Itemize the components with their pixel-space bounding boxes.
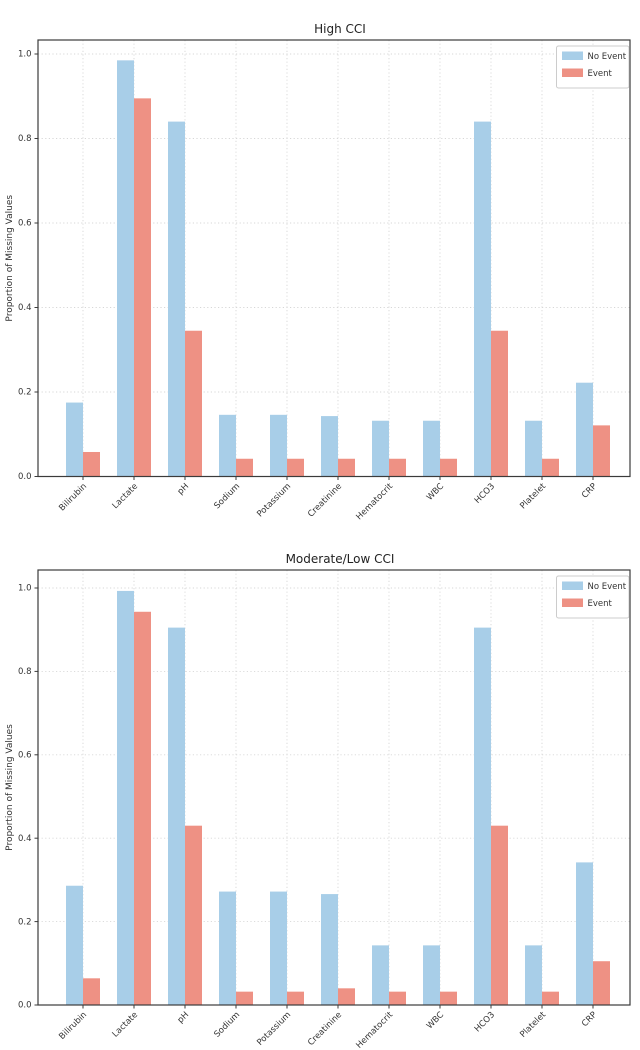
chart-title: High CCI (314, 22, 366, 36)
x-tick-label-sodium: Sodium (212, 482, 242, 512)
chart-high-cci: 0.0 0.2 0.4 0.6 0.8 1.0 Bilirubin Lactate pH Sodi… (5, 22, 631, 522)
bar-event-hematocrit (389, 991, 406, 1005)
y-tick-label: 0.4 (18, 834, 32, 844)
bar-no-event-potassium (270, 891, 287, 1005)
x-tick-label-hco3: HCO3 (473, 1010, 497, 1034)
bar-no-event-hematocrit (372, 420, 389, 477)
bar-no-event-lactate (117, 60, 134, 477)
bar-event-hco3 (491, 825, 508, 1005)
bar-event-ph (185, 825, 202, 1005)
bar-event-crp (593, 425, 610, 477)
bar-event-sodium (236, 458, 253, 477)
x-tick-label-sodium: Sodium (212, 1010, 242, 1040)
legend-label-no-event: No Event (588, 582, 627, 592)
y-tick-label: 0.4 (18, 303, 32, 313)
x-tick-label-wbc: WBC (425, 1010, 446, 1031)
bar-no-event-ph (168, 121, 185, 477)
bar-no-event-wbc (423, 420, 440, 477)
bar-event-wbc (440, 458, 457, 477)
legend-swatch-no-event (562, 51, 583, 60)
legend-swatch-event (562, 598, 583, 607)
y-tick-label: 0.6 (18, 219, 32, 229)
bar-event-ph (185, 330, 202, 477)
y-axis-label: Proportion of Missing Values (5, 195, 15, 322)
bar-no-event-potassium (270, 414, 287, 477)
bar-no-event-hematocrit (372, 945, 389, 1005)
bar-event-crp (593, 961, 610, 1005)
x-tick-label-hco3: HCO3 (473, 482, 497, 506)
bar-event-creatinine (338, 988, 355, 1005)
x-tick-label-bilirubin: Bilirubin (57, 1010, 89, 1042)
x-tick-label-lactate: Lactate (111, 1010, 141, 1040)
bar-event-potassium (287, 991, 304, 1005)
bar-no-event-hco3 (474, 121, 491, 477)
bar-event-potassium (287, 458, 304, 477)
bar-event-platelet (542, 458, 559, 477)
x-tick-label-platelet: Platelet (518, 1010, 548, 1040)
x-tick-label-hematocrit: Hematocrit (354, 481, 395, 522)
x-tick-label-ph: pH (176, 1010, 191, 1025)
bar-event-bilirubin (83, 978, 100, 1005)
y-tick-label: 1.0 (18, 584, 32, 594)
bar-no-event-wbc (423, 945, 440, 1005)
bar-event-platelet (542, 991, 559, 1005)
axis-frame (37, 39, 631, 478)
bar-event-sodium (236, 991, 253, 1005)
x-tick-label-creatinine: Creatinine (306, 482, 344, 520)
bar-event-creatinine (338, 458, 355, 477)
x-tick-label-creatinine: Creatinine (306, 1010, 344, 1048)
bar-no-event-ph (168, 627, 185, 1005)
x-tick-label-potassium: Potassium (255, 1010, 293, 1048)
y-tick-label: 0.6 (18, 751, 32, 761)
bar-no-event-crp (576, 862, 593, 1005)
bar-no-event-sodium (219, 414, 236, 477)
legend-swatch-event (562, 68, 583, 77)
x-tick-label-hematocrit: Hematocrit (354, 1010, 395, 1050)
bar-event-hco3 (491, 330, 508, 477)
y-tick-label: 0.2 (18, 388, 32, 398)
y-axis-label: Proportion of Missing Values (5, 724, 15, 851)
legend-label-event: Event (588, 69, 613, 79)
legend-label-no-event: No Event (588, 52, 627, 62)
x-tick-label-wbc: WBC (425, 482, 446, 503)
x-tick-label-crp: CRP (580, 482, 599, 501)
bar-no-event-platelet (525, 420, 542, 477)
bar-no-event-bilirubin (66, 402, 83, 477)
bar-no-event-lactate (117, 590, 134, 1005)
bar-no-event-sodium (219, 891, 236, 1005)
bar-no-event-creatinine (321, 894, 338, 1005)
legend-label-event: Event (588, 599, 613, 609)
bar-event-lactate (134, 98, 151, 477)
x-tick-label-crp: CRP (580, 1010, 599, 1029)
bar-event-hematocrit (389, 458, 406, 477)
bar-event-lactate (134, 611, 151, 1005)
y-tick-label: 0.0 (18, 1001, 32, 1011)
bar-no-event-bilirubin (66, 885, 83, 1005)
chart-moderate-low-cci: 0.0 0.2 0.4 0.6 0.8 1.0 Bilirubin Lactate pH Sodi… (5, 552, 631, 1050)
x-tick-label-platelet: Platelet (518, 481, 548, 511)
y-tick-label: 0.8 (18, 667, 32, 677)
bar-event-bilirubin (83, 451, 100, 477)
chart-title: Moderate/Low CCI (286, 552, 395, 566)
bar-no-event-creatinine (321, 416, 338, 477)
y-tick-label: 0.0 (18, 472, 32, 482)
y-tick-label: 0.2 (18, 917, 32, 927)
x-tick-label-ph: pH (176, 482, 191, 497)
x-tick-label-potassium: Potassium (255, 482, 293, 520)
y-tick-label: 0.8 (18, 134, 32, 144)
bar-event-wbc (440, 991, 457, 1005)
bar-no-event-platelet (525, 945, 542, 1005)
x-tick-label-bilirubin: Bilirubin (57, 482, 89, 514)
x-tick-label-lactate: Lactate (111, 482, 141, 512)
bar-no-event-hco3 (474, 627, 491, 1005)
axis-frame (37, 569, 631, 1006)
legend-swatch-no-event (562, 581, 583, 590)
y-tick-label: 1.0 (18, 50, 32, 60)
bar-no-event-crp (576, 382, 593, 477)
